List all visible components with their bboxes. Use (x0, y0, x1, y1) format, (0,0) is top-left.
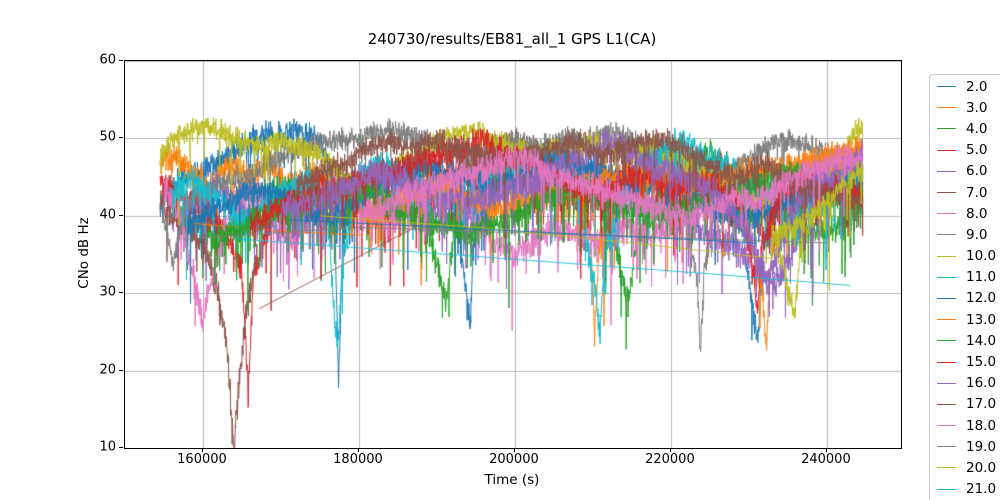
legend-label: 3.0 (966, 99, 988, 116)
legend-entry: 21.0 (930, 479, 1000, 500)
legend-label: 2.0 (966, 78, 988, 95)
legend-entry: 11.0 (930, 267, 1000, 288)
legend-line-sample (937, 170, 956, 172)
y-tick-mark (119, 137, 123, 139)
legend-line-sample (937, 425, 956, 427)
y-tick-label: 30 (99, 284, 116, 300)
legend-label: 16.0 (966, 375, 997, 392)
legend-entry: 15.0 (930, 351, 1000, 372)
x-tick-mark (201, 448, 203, 452)
y-tick-mark (119, 369, 123, 371)
legend-entry: 10.0 (930, 246, 1000, 267)
y-tick-mark (119, 292, 123, 294)
legend: 2.0 3.0 4.0 5.0 6.0 7.0 8.0 9.0 10.0 11.0 12.0 13.0… (929, 74, 1000, 500)
legend-line-sample (937, 403, 956, 405)
legend-entry: 17.0 (930, 394, 1000, 415)
legend-line-sample (937, 86, 956, 88)
legend-label: 7.0 (966, 184, 988, 201)
legend-line-sample (937, 213, 956, 215)
legend-label: 13.0 (966, 311, 997, 328)
y-tick-label: 50 (99, 129, 116, 145)
legend-label: 4.0 (966, 120, 988, 137)
legend-entry: 7.0 (930, 182, 1000, 203)
legend-line-sample (937, 276, 956, 278)
legend-entry: 20.0 (930, 457, 1000, 478)
y-tick-mark (119, 447, 123, 448)
legend-line-sample (937, 297, 956, 299)
legend-line-sample (937, 255, 956, 257)
x-axis-label: Time (s) (484, 472, 540, 488)
legend-entry: 8.0 (930, 203, 1000, 224)
legend-label: 15.0 (966, 354, 997, 371)
legend-line-sample (937, 319, 956, 321)
x-tick-label: 240000 (801, 452, 851, 467)
legend-label: 9.0 (966, 226, 988, 243)
chart-title: 240730/results/EB81_all_1 GPS L1(CA) (367, 30, 657, 48)
legend-entry: 5.0 (930, 140, 1000, 161)
legend-line-sample (937, 128, 956, 130)
x-tick-mark (357, 448, 359, 452)
x-tick-mark (825, 448, 827, 452)
legend-line-sample (937, 192, 956, 194)
y-tick-label: 60 (99, 52, 116, 68)
plot-area (124, 60, 902, 449)
legend-line-sample (937, 446, 956, 448)
legend-label: 18.0 (966, 417, 997, 434)
x-tick-label: 200000 (489, 452, 539, 467)
legend-label: 5.0 (966, 142, 988, 159)
plot-canvas (125, 61, 901, 448)
x-tick-label: 160000 (177, 452, 227, 467)
legend-line-sample (937, 149, 956, 151)
y-tick-mark (119, 60, 123, 61)
y-tick-label: 40 (99, 207, 116, 223)
legend-line-sample (937, 234, 956, 236)
legend-label: 10.0 (966, 248, 997, 265)
legend-entry: 13.0 (930, 309, 1000, 330)
legend-line-sample (937, 107, 956, 109)
y-tick-label: 20 (99, 362, 116, 378)
legend-entry: 6.0 (930, 161, 1000, 182)
x-tick-label: 220000 (645, 452, 695, 467)
y-tick-mark (119, 214, 123, 216)
legend-line-sample (937, 467, 956, 469)
legend-entry: 18.0 (930, 415, 1000, 436)
legend-entry: 14.0 (930, 330, 1000, 351)
legend-line-sample (937, 340, 956, 342)
y-axis-label: CNo dB Hz (76, 217, 92, 289)
legend-line-sample (937, 488, 956, 490)
legend-entry: 12.0 (930, 288, 1000, 309)
legend-label: 8.0 (966, 205, 988, 222)
legend-entry: 16.0 (930, 373, 1000, 394)
legend-entry: 3.0 (930, 97, 1000, 118)
legend-label: 6.0 (966, 163, 988, 180)
x-tick-label: 180000 (333, 452, 383, 467)
legend-line-sample (937, 361, 956, 363)
legend-label: 12.0 (966, 290, 997, 307)
legend-label: 21.0 (966, 481, 997, 498)
legend-entry: 19.0 (930, 436, 1000, 457)
x-tick-mark (513, 448, 515, 452)
legend-label: 19.0 (966, 438, 997, 455)
legend-label: 20.0 (966, 459, 997, 476)
y-tick-label: 10 (99, 439, 116, 455)
x-tick-mark (669, 448, 671, 452)
legend-label: 14.0 (966, 332, 997, 349)
legend-label: 11.0 (966, 269, 997, 286)
legend-label: 17.0 (966, 396, 997, 413)
legend-line-sample (937, 382, 956, 384)
legend-entry: 9.0 (930, 224, 1000, 245)
legend-entry: 4.0 (930, 118, 1000, 139)
legend-entry: 2.0 (930, 76, 1000, 97)
